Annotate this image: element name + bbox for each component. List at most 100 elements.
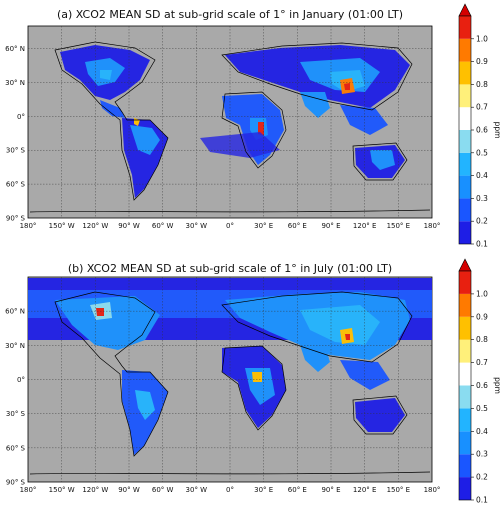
lon-tick-label: 120° E — [353, 222, 377, 230]
panel-a-gridlines — [28, 26, 432, 218]
colorbar-tick-label: 0.1 — [476, 240, 488, 249]
panel-b-coastlines — [29, 291, 431, 475]
colorbar-b: 0.1 0.2 0.3 0.4 0.5 0.6 0.7 0.8 0.9 1.0 ppm — [458, 258, 500, 505]
colorbar-tick-label: 0.6 — [476, 126, 488, 135]
panel-a-coastlines — [29, 41, 431, 213]
colorbar-tick-label: 0.3 — [476, 194, 488, 203]
lat-tick-label: 30° N — [5, 79, 25, 87]
lon-tick-label: 30° W — [186, 222, 208, 230]
lon-tick-label: 150° W — [49, 486, 75, 494]
lon-tick-label: 60° E — [288, 486, 307, 494]
colorbar-tick-label: 0.9 — [476, 312, 488, 321]
colorbar-segment — [459, 316, 471, 340]
colorbar-tick-label: 0.9 — [476, 57, 488, 66]
colorbar-segment — [459, 408, 471, 432]
colorbar-segment — [459, 38, 471, 62]
colorbar-segment — [459, 152, 471, 176]
colorbar-segment — [459, 339, 471, 363]
panel-a-lat-ticks: 90° S 60° S 30° S 0° 30° N 60° N — [5, 45, 25, 222]
colorbar-segment — [459, 221, 471, 244]
lon-tick-label: 150° E — [387, 486, 411, 494]
colorbar-tick-label: 0.5 — [476, 404, 488, 413]
lon-tick-label: 90° E — [321, 222, 340, 230]
panel-b-title: (b) XCO2 MEAN SD at sub-grid scale of 1°… — [68, 262, 392, 275]
panel-a: (a) XCO2 MEAN SD at sub-grid scale of 1°… — [5, 8, 440, 230]
lat-tick-label: 0° — [17, 376, 25, 384]
panel-b-gridlines — [28, 277, 432, 482]
colorbar-tick-label: 0.5 — [476, 148, 488, 157]
colorbar-tick-label: 1.0 — [476, 34, 488, 43]
panel-b-lon-ticks: 180° 150° W 120° W 90° W 60° W 30° W 0° 30° E 60… — [20, 486, 441, 494]
lat-tick-label: 60° S — [6, 181, 26, 189]
lat-tick-label: 30° S — [6, 410, 26, 418]
lat-tick-label: 90° S — [6, 215, 26, 223]
lon-tick-label: 60° E — [288, 222, 307, 230]
colorbar-tick-label: 0.4 — [476, 427, 488, 436]
colorbar-tick-label: 1.0 — [476, 289, 488, 298]
lat-tick-label: 60° N — [5, 308, 25, 316]
lat-tick-label: 60° N — [5, 45, 25, 53]
panel-b-map — [28, 277, 432, 482]
panel-a-data-field — [60, 45, 410, 198]
colorbar-tick-label: 0.2 — [476, 473, 488, 482]
panel-a-lon-ticks: 180° 150° W 120° W 90° W 60° W 30° W 0° 30° E 60… — [20, 222, 441, 230]
colorbar-tick-label: 0.8 — [476, 335, 488, 344]
lon-tick-label: 180° — [20, 486, 37, 494]
colorbar-segment — [459, 362, 471, 386]
lon-tick-label: 90° W — [118, 222, 140, 230]
panel-a-title: (a) XCO2 MEAN SD at sub-grid scale of 1°… — [57, 8, 403, 21]
colorbar-segment — [459, 198, 471, 222]
lon-tick-label: 60° W — [152, 486, 174, 494]
colorbar-segment — [459, 16, 471, 39]
lat-tick-label: 0° — [17, 113, 25, 121]
colorbar-extend-arrow — [458, 258, 472, 272]
colorbar-segment — [459, 271, 471, 294]
lon-tick-label: 60° W — [152, 222, 174, 230]
colorbar-tick-label: 0.7 — [476, 358, 488, 367]
colorbar-segment — [459, 175, 471, 199]
lon-tick-label: 180° — [424, 486, 441, 494]
colorbar-unit-label: ppm — [493, 122, 500, 139]
lon-tick-label: 30° W — [186, 486, 208, 494]
lon-tick-label: 90° E — [321, 486, 340, 494]
colorbar-segment — [459, 454, 471, 478]
panel-b-data-field — [28, 278, 432, 455]
colorbar-segment — [459, 107, 471, 130]
colorbar-tick-label: 0.6 — [476, 381, 488, 390]
colorbar-a: 0.1 0.2 0.3 0.4 0.5 0.6 0.7 0.8 0.9 1.0 ppm — [458, 3, 500, 249]
lon-tick-label: 120° E — [353, 486, 377, 494]
colorbar-extend-arrow — [458, 3, 472, 17]
colorbar-unit-label: ppm — [493, 377, 500, 394]
lon-tick-label: 120° W — [82, 486, 108, 494]
lon-tick-label: 0° — [226, 222, 234, 230]
colorbar-tick-label: 0.3 — [476, 450, 488, 459]
lat-tick-label: 30° S — [6, 147, 26, 155]
colorbar-segment — [459, 130, 471, 153]
lon-tick-label: 180° — [20, 222, 37, 230]
lon-tick-label: 30° E — [254, 222, 273, 230]
panel-a-map — [28, 26, 432, 218]
colorbar-segment — [459, 431, 471, 455]
panel-b-lat-ticks: 90° S 60° S 30° S 0° 30° N 60° N — [5, 308, 25, 487]
colorbar-tick-label: 0.2 — [476, 217, 488, 226]
lon-tick-label: 150° W — [49, 222, 75, 230]
colorbar-segment — [459, 385, 471, 409]
lon-tick-label: 30° E — [254, 486, 273, 494]
lon-tick-label: 180° — [424, 222, 441, 230]
colorbar-tick-label: 0.8 — [476, 80, 488, 89]
lon-tick-label: 90° W — [118, 486, 140, 494]
colorbar-segment — [459, 61, 471, 85]
colorbar-tick-label: 0.4 — [476, 171, 488, 180]
colorbar-segment — [459, 293, 471, 317]
panel-b: (b) XCO2 MEAN SD at sub-grid scale of 1°… — [5, 262, 440, 494]
lat-tick-label: 90° S — [6, 479, 26, 487]
colorbar-tick-label: 0.1 — [476, 496, 488, 505]
colorbar-tick-label: 0.7 — [476, 103, 488, 112]
colorbar-segment — [459, 477, 471, 500]
lon-tick-label: 120° W — [82, 222, 108, 230]
colorbar-segment — [459, 84, 471, 108]
lon-tick-label: 0° — [226, 486, 234, 494]
lat-tick-label: 60° S — [6, 444, 26, 452]
lat-tick-label: 30° N — [5, 342, 25, 350]
